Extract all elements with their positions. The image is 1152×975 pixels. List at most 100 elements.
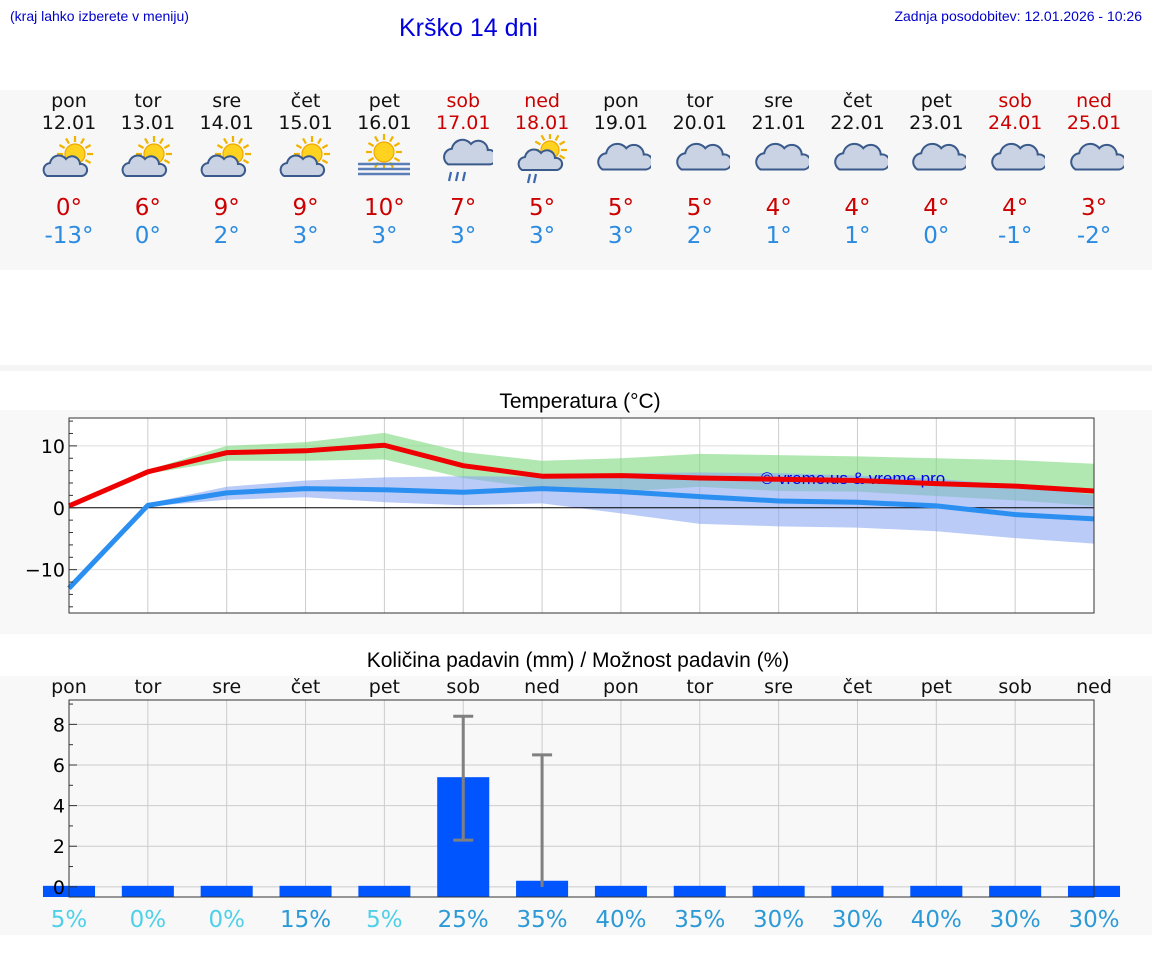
day-date: 15.01 (278, 112, 333, 134)
forecast-day: sre 14.01 9° 2° (187, 90, 266, 250)
x-category-label: tor (134, 676, 161, 698)
plot-frame (68, 699, 1095, 898)
forecast-day: sre 21.01 4° 1° (739, 90, 818, 250)
precipitation-chart: Količina padavin (mm) / Možnost padavin … (0, 649, 1152, 935)
day-date: 24.01 (987, 112, 1043, 134)
y-tick-label: 0 (53, 498, 65, 520)
precip-probability: 15% (280, 907, 331, 933)
precip-probability: 5% (366, 907, 403, 933)
cloudy-icon (597, 142, 651, 171)
max-temp: 9° (292, 195, 319, 221)
max-temp: 4° (844, 195, 871, 221)
y-tick-label: 10 (41, 436, 65, 458)
precip-probability: 30% (832, 907, 883, 933)
min-temp: 0° (923, 223, 950, 249)
precip-bar (516, 880, 569, 897)
precip-probability: 5% (51, 907, 88, 933)
min-temp: 3° (371, 223, 398, 249)
day-name: pet (920, 90, 952, 112)
x-category-label: čet (291, 676, 321, 698)
day-date: 18.01 (514, 112, 570, 134)
forecast-day: pet 23.01 4° 0° (897, 90, 976, 250)
min-temp: 2° (686, 223, 713, 249)
forecast-day: ned 25.01 3° -2° (1055, 90, 1134, 250)
precip-probability: 35% (517, 907, 568, 933)
precip-probability: 30% (1068, 907, 1119, 933)
cloudy-icon (833, 142, 888, 171)
day-name: ned (1076, 90, 1112, 112)
day-date: 14.01 (199, 112, 254, 134)
temperature-chart: Temperatura (°C)© vreme.us & vreme.pro10… (0, 390, 1152, 634)
y-tick-label: 4 (53, 796, 65, 818)
precip-bar (200, 885, 253, 897)
forecast-day: pon 19.01 5° 3° (581, 90, 660, 250)
x-category-label: tor (686, 676, 713, 698)
plot-frame (68, 417, 1095, 614)
forecast-day: sob 24.01 4° -1° (976, 90, 1055, 250)
sun-fog-icon (358, 134, 411, 176)
min-temp: 3° (529, 223, 556, 249)
min-temp: -13° (44, 223, 94, 249)
precip-bar (752, 885, 805, 897)
chart-title: Količina padavin (mm) / Možnost padavin … (367, 649, 790, 672)
cloudy-icon (1070, 142, 1125, 171)
forecast-day: pon 12.01 0° -13° (30, 90, 109, 250)
series-line-max (68, 442, 1095, 509)
cloudy-icon (991, 142, 1046, 171)
forecast-day: sob 17.01 7° 3° (424, 90, 503, 250)
max-temp: 3° (1080, 195, 1108, 221)
day-name: pon (603, 90, 639, 112)
max-temp: 7° (450, 195, 477, 221)
day-date: 21.01 (751, 112, 806, 134)
x-category-label: pet (369, 676, 400, 698)
max-temp: 4° (1002, 195, 1029, 221)
precip-probability: 40% (595, 907, 646, 933)
precip-bar (279, 885, 332, 897)
precip-bar (989, 885, 1042, 897)
chart-title: Temperatura (°C) (499, 390, 660, 413)
forecast-day: ned 18.01 5° 3° (503, 90, 582, 250)
last-updated: Zadnja posodobitev: 12.01.2026 - 10:26 (894, 8, 1142, 24)
min-temp: 1° (844, 223, 871, 249)
forecast-day: čet 22.01 4° 1° (818, 90, 897, 250)
cloudy-icon (912, 142, 967, 171)
day-name: pet (368, 90, 400, 112)
precip-bar (910, 885, 963, 897)
min-temp: 3° (450, 223, 477, 249)
max-temp: 4° (923, 195, 950, 221)
min-temp: 0° (134, 223, 161, 249)
partly-sunny-icon (279, 136, 330, 177)
precip-bar (673, 885, 726, 897)
max-temp: 5° (686, 195, 713, 221)
min-temp: 3° (292, 223, 319, 249)
day-name: sob (446, 90, 481, 112)
x-category-label: ned (524, 676, 560, 698)
precip-probability: 0% (208, 907, 245, 933)
x-category-label: ned (1076, 676, 1112, 698)
day-name: ned (524, 90, 560, 112)
x-category-label: pon (603, 676, 639, 698)
day-name: sre (764, 90, 794, 112)
day-name: tor (686, 90, 714, 112)
min-temp: 1° (765, 223, 792, 249)
max-temp: 0° (55, 195, 83, 221)
precip-probability: 30% (990, 907, 1041, 933)
day-date: 13.01 (120, 112, 176, 134)
day-date: 12.01 (41, 112, 97, 134)
day-date: 25.01 (1066, 112, 1122, 134)
forecast-day: čet 15.01 9° 3° (266, 90, 345, 250)
precip-bar (358, 885, 411, 897)
precip-bar (831, 885, 884, 897)
max-temp: 5° (529, 195, 556, 221)
precip-bar (594, 885, 647, 897)
partly-sunny-icon (200, 136, 251, 177)
precip-probability: 30% (753, 907, 804, 933)
partly-sunny-icon (42, 136, 93, 177)
y-tick-label: 0 (53, 877, 65, 899)
y-tick-label: 6 (53, 755, 65, 777)
precip-probability: 25% (438, 907, 489, 933)
max-temp: 6° (134, 195, 161, 221)
max-temp: 9° (213, 195, 240, 221)
forecast-strip-background (0, 90, 1152, 270)
min-temp: -1° (997, 223, 1033, 249)
